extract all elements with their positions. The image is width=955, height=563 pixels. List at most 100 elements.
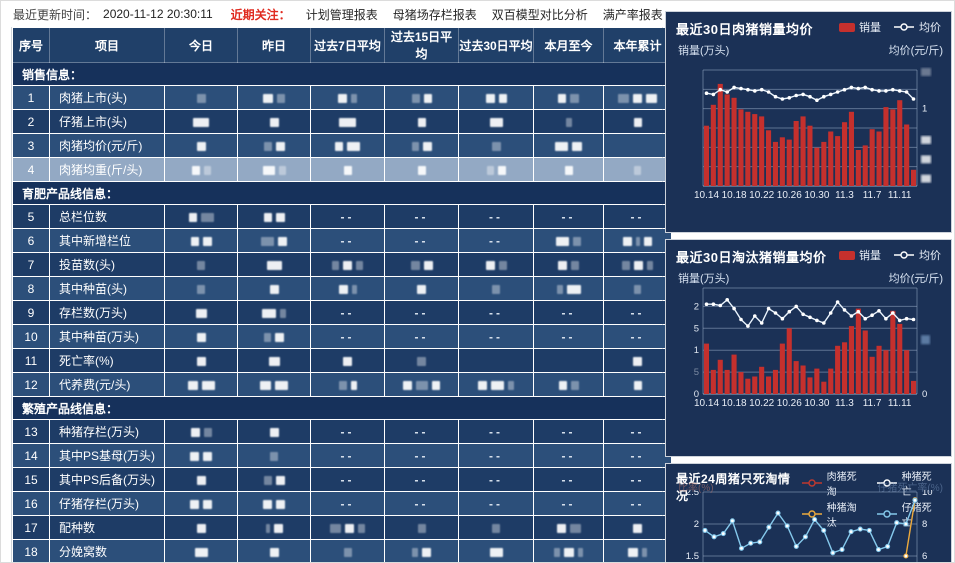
- left-axis-label: 销量(万头): [678, 45, 730, 57]
- cell-redacted-value: [164, 228, 238, 253]
- cell-redacted-value: [310, 348, 385, 373]
- chart-plot[interactable]: 2.5 2 1.5 10 8 6: [667, 490, 950, 563]
- cell-redacted-value: [164, 157, 238, 182]
- cell-redacted-value: [237, 109, 311, 134]
- section-row: 育肥产品线信息：: [12, 181, 672, 205]
- table-row[interactable]: 18 分娩窝数: [12, 539, 672, 562]
- col-header: 过去30日平均: [458, 27, 534, 63]
- table-row[interactable]: 10 其中种苗(万头) -- -- -- -- --: [12, 324, 672, 349]
- table-row[interactable]: 8 其中种苗(头): [12, 276, 672, 301]
- cell-redacted-value: [603, 515, 672, 540]
- line-marker-icon: [802, 510, 823, 518]
- axis-labels: 销量(万头) 均价(元/斤): [666, 40, 951, 58]
- svg-text:10.18: 10.18: [722, 190, 747, 201]
- topbar-link[interactable]: 双百模型对比分析: [491, 7, 588, 22]
- row-index: 16: [12, 491, 50, 516]
- right-axis-label: 均价(元/斤): [888, 45, 943, 57]
- legend-item[interactable]: 销量: [839, 247, 881, 263]
- cell-redacted-value: [310, 252, 385, 277]
- cell-redacted-value: [533, 157, 604, 182]
- legend-item[interactable]: 肉猪死淘: [801, 468, 866, 498]
- table-row[interactable]: 13 种猪存栏(万头) -- -- -- -- --: [12, 419, 672, 444]
- table-row[interactable]: 3 肉猪均价(元/斤): [12, 133, 672, 158]
- row-label: 配种数: [49, 515, 165, 540]
- cell-redacted-value: [237, 515, 311, 540]
- row-label: 种猪存栏(万头): [49, 419, 165, 444]
- cell-redacted-value: [310, 85, 385, 110]
- table-row[interactable]: 4 肉猪均重(斤/头): [12, 157, 672, 182]
- row-label: 投苗数(头): [49, 252, 165, 277]
- table-row[interactable]: 2 仔猪上市(头): [12, 109, 672, 134]
- cell-redacted-value: [384, 85, 459, 110]
- legend-item[interactable]: 均价: [893, 247, 941, 263]
- cell-redacted-value: [164, 324, 238, 349]
- cell-redacted-value: [164, 348, 238, 373]
- legend-item[interactable]: 均价: [893, 19, 941, 35]
- cell-redacted-value: [164, 491, 238, 516]
- cell-redacted-value: [310, 157, 385, 182]
- cell-redacted-value: [164, 85, 238, 110]
- row-label: 肉猪均重(斤/头): [49, 157, 165, 182]
- cell-redacted-value: [310, 539, 385, 562]
- table-row[interactable]: 5 总栏位数 -- -- -- -- --: [12, 204, 672, 229]
- table-row[interactable]: 11 死亡率(%): [12, 348, 672, 373]
- cell-redacted-value: [237, 372, 311, 397]
- row-index: 14: [12, 443, 50, 468]
- topbar-link[interactable]: 满产率报表: [602, 7, 663, 22]
- cell-no-data: --: [533, 324, 604, 349]
- table-row[interactable]: 7 投苗数(头): [12, 252, 672, 277]
- left-axis-label: 销量(万头): [678, 273, 730, 285]
- cell-no-data: --: [533, 300, 604, 325]
- cell-no-data: --: [603, 467, 672, 492]
- cell-no-data: --: [603, 491, 672, 516]
- cell-no-data: --: [603, 300, 672, 325]
- legend-item[interactable]: 销量: [839, 19, 881, 35]
- table-row[interactable]: 17 配种数: [12, 515, 672, 540]
- col-header: 过去15日平均: [384, 27, 459, 63]
- line-marker-icon: [877, 510, 898, 518]
- table-header-row: 序号 项目 今日 昨日 过去7日平均 过去15日平均 过去30日平均 本月至今 本年累计: [12, 27, 672, 63]
- cell-redacted-value: [237, 419, 311, 444]
- legend-label: 销量: [859, 250, 881, 262]
- row-label: 肉猪上市(头): [49, 85, 165, 110]
- cell-no-data: --: [533, 467, 604, 492]
- cell-redacted-value: [533, 372, 604, 397]
- chart-legend: 销量 均价: [839, 19, 941, 35]
- table-row[interactable]: 15 其中PS后备(万头) -- -- -- -- --: [12, 467, 672, 492]
- chart-title: 最近24周猪只死淘情况: [676, 472, 791, 503]
- cell-redacted-value: [237, 85, 311, 110]
- line-marker-icon: [877, 479, 898, 487]
- cell-redacted-value: [458, 85, 534, 110]
- col-header: 本年累计: [603, 27, 672, 63]
- chart-plot[interactable]: 1 10.14 10.18 10.22 10.26 10.30 11.3 11.7 11.11: [667, 58, 950, 228]
- table-row[interactable]: 16 仔猪存栏(万头) -- -- -- -- --: [12, 491, 672, 516]
- cell-no-data: --: [384, 204, 459, 229]
- table-row[interactable]: 14 其中PS基母(万头) -- -- -- -- --: [12, 443, 672, 468]
- bar-swatch-icon: [839, 22, 855, 32]
- cell-redacted-value: [603, 133, 672, 158]
- cell-no-data: --: [310, 467, 385, 492]
- chart-title: 最近30日肉猪销量均价: [676, 22, 813, 37]
- svg-text:2: 2: [694, 519, 699, 530]
- row-label: 总栏位数: [49, 204, 165, 229]
- svg-text:10: 10: [922, 490, 933, 498]
- cell-no-data: --: [384, 300, 459, 325]
- cell-redacted-value: [603, 228, 672, 253]
- cell-redacted-value: [603, 157, 672, 182]
- line-marker-icon: [802, 479, 823, 487]
- row-index: 17: [12, 515, 50, 540]
- cell-no-data: --: [310, 324, 385, 349]
- table-row[interactable]: 9 存栏数(万头) -- -- -- -- --: [12, 300, 672, 325]
- recent-focus-label: 近期关注：: [230, 7, 291, 22]
- cell-no-data: --: [458, 228, 534, 253]
- table-row[interactable]: 6 其中新增栏位 -- -- --: [12, 228, 672, 253]
- cell-redacted-value: [237, 204, 311, 229]
- table-row[interactable]: 12 代养费(元/头): [12, 372, 672, 397]
- cell-redacted-value: [164, 539, 238, 562]
- section-row: 销售信息：: [12, 62, 672, 86]
- topbar-link[interactable]: 计划管理报表: [305, 7, 378, 22]
- table-row[interactable]: 1 肉猪上市(头): [12, 85, 672, 110]
- topbar-link[interactable]: 母猪场存栏报表: [392, 7, 477, 22]
- cell-no-data: --: [310, 419, 385, 444]
